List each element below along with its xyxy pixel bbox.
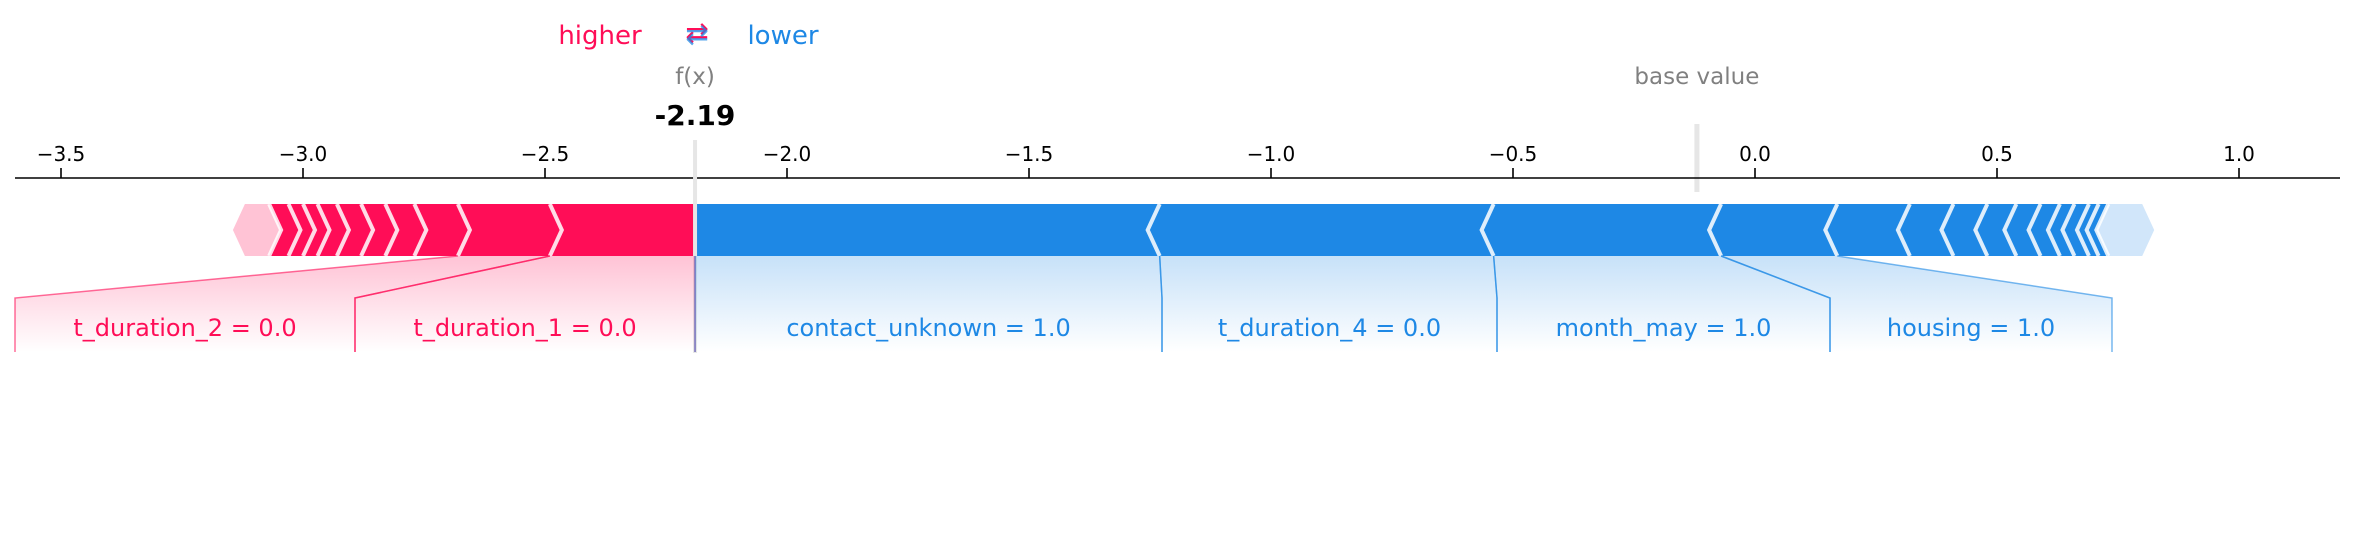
legend-lower-label: lower [747,21,818,51]
label-connector-edge [1720,255,1831,352]
lower-separator [2084,203,2101,257]
fx-value: -2.19 [655,99,736,132]
x-tick-label: 1.0 [2223,142,2255,166]
higher-separator [286,203,303,257]
feature-label: month_may = 1.0 [1556,314,1772,342]
lower-separator [1479,203,1496,257]
lower-segment [2004,204,2041,256]
higher-separator [359,203,376,257]
feature-label: t_duration_2 = 0.0 [73,314,296,342]
higher-separator [315,203,332,257]
feature-label: contact_unknown = 1.0 [786,314,1070,342]
lower-segment [695,204,1160,256]
higher-separator [456,203,473,257]
x-tick-label: −3.5 [37,142,86,166]
lower-segment [1709,204,1838,256]
x-tick-label: 0.5 [1981,142,2013,166]
label-connector-edge [1837,255,2113,352]
label-connector-edge [1158,255,1163,352]
higher-segment [232,204,282,256]
lower-segment [1897,204,1954,256]
lower-segment [2096,204,2155,256]
x-axis: −3.5 −3.0 −2.5 −2.0 −1.5 −1.0 −0.5 0.0 0.5 1.0 [15,142,2340,179]
lower-separator [1823,203,1840,257]
feature-label: t_duration_1 = 0.0 [413,314,636,342]
lower-separator [2094,203,2111,257]
label-connector-edge [14,255,458,352]
higher-segment [336,204,374,256]
higher-separator [383,203,400,257]
feature-label: t_duration_4 = 0.0 [1218,314,1441,342]
label-connector-edge [354,255,550,352]
higher-separator [267,203,284,257]
higher-segment [549,204,696,256]
feature-labels: t_duration_2 = 0.0 t_duration_1 = 0.0 cont… [14,255,2113,352]
x-tick-label: 0.0 [1739,142,1771,166]
lower-separator [2002,203,2019,257]
higher-separator [301,203,318,257]
label-connector-fill [1493,256,1830,352]
x-tick-label: −0.5 [1489,142,1538,166]
lower-segment [1975,204,2017,256]
base-value-label: base value [1634,64,1759,90]
label-connector-fill [15,256,550,352]
feature-label: housing = 1.0 [1887,314,2055,342]
lower-segment [2076,204,2099,256]
higher-segment [457,204,562,256]
label-connector-edge [1492,255,1498,352]
lower-separator [1939,203,1956,257]
legend-arrow-higher-icon: ⇄ [685,16,708,49]
lower-separator [1145,203,1162,257]
x-tick-label: −1.5 [1005,142,1054,166]
higher-separator [412,203,429,257]
lower-segment [1941,204,1988,256]
lower-separator [1706,203,1723,257]
higher-segment [361,204,398,256]
lower-separator [2045,203,2062,257]
lower-segment [1481,204,1722,256]
lower-segment [1825,204,1910,256]
fx-label: f(x) [675,64,715,90]
legend-higher-label: higher [558,21,642,51]
lower-separator [1973,203,1990,257]
x-tick-label: −2.0 [763,142,812,166]
legend-arrow-lower-icon: ⇄ [685,18,708,51]
lower-separator [2074,203,2091,257]
lower-segment [1147,204,1494,256]
legend: higher ⇄ ⇄ lower [558,16,819,51]
higher-separator [548,203,565,257]
force-bars [232,203,2155,257]
lower-separator [1895,203,1912,257]
x-tick-label: −3.0 [279,142,328,166]
higher-segment [414,204,470,256]
x-tick-label: −1.0 [1247,142,1296,166]
higher-segment [385,204,427,256]
lower-segment [2086,204,2109,256]
higher-separator [335,203,352,257]
lower-separator [2060,203,2077,257]
x-tick-label: −2.5 [521,142,570,166]
label-connector-fill [1721,256,2112,352]
lower-separator [2026,203,2043,257]
label-connector-fill [1159,256,1497,352]
label-connector-fill [695,256,1162,352]
